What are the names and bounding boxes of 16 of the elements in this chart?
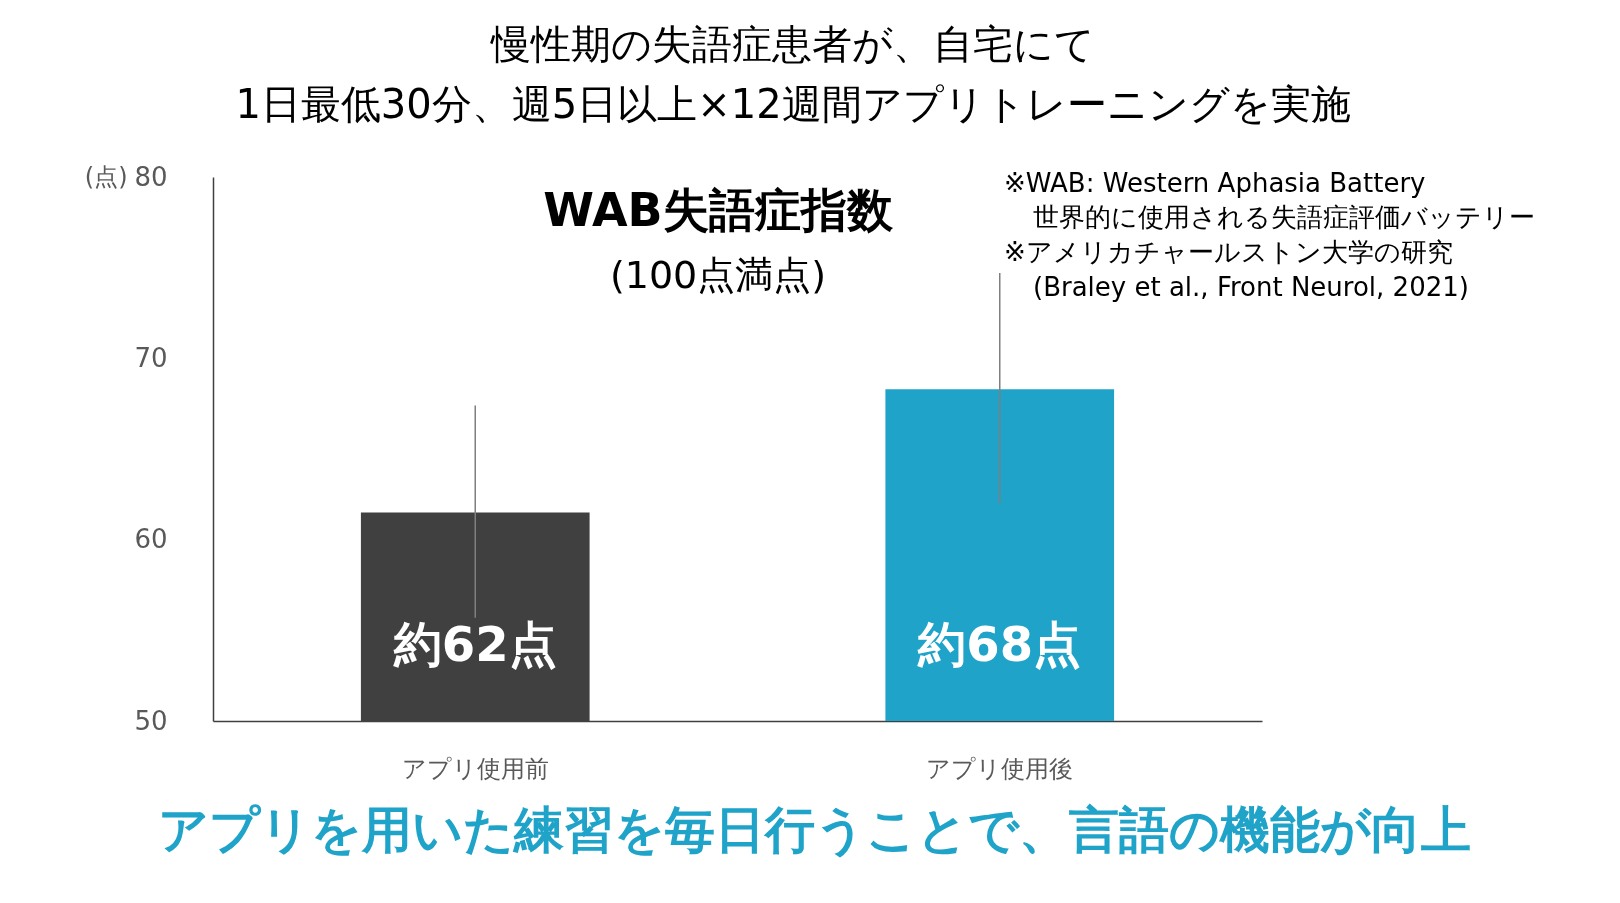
y-tick-label: 60 <box>134 524 168 555</box>
data-label: 約68点 <box>917 616 1082 672</box>
text: アプリを用いた練習を毎日行うことで、言語の機能が向上 <box>157 801 1471 859</box>
x-tick-label: アプリ使用前 <box>401 754 549 783</box>
chart-title: 慢性期の失語症患者が、自宅にて 1日最低30分、週5日以上×12週間アプリトレーニングを実施 <box>235 21 1351 127</box>
annotation: 世界的に使用される失語症評価バッテリー <box>1033 202 1535 232</box>
x-tick-label: アプリ使用後 <box>926 754 1074 783</box>
data-label: 約62点 <box>392 616 557 672</box>
y-tick-label: 50 <box>134 705 168 736</box>
y-axis-title: (点) <box>84 162 128 191</box>
y-tick-label: 80 <box>134 161 168 192</box>
text: WAB失語症指数 (100点満点) <box>543 183 894 297</box>
annotation: ※WAB: Western Aphasia Battery <box>1004 168 1426 198</box>
y-tick-label: 70 <box>134 342 168 373</box>
annotation: ※アメリカチャールストン大学の研究 <box>1004 237 1453 267</box>
annotation: (Braley et al., Front Neurol, 2021) <box>1033 272 1469 302</box>
